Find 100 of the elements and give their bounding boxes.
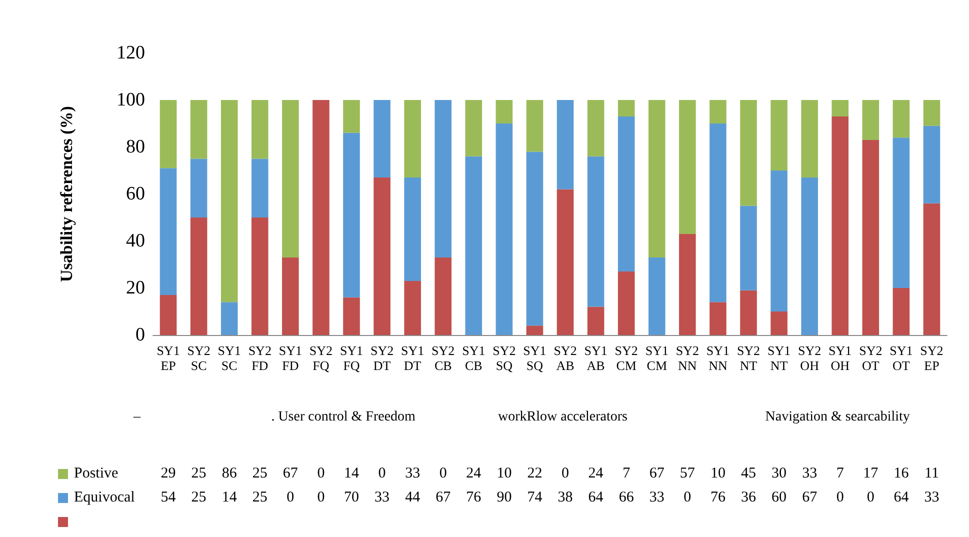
bar (190, 158, 208, 218)
bar (801, 100, 818, 178)
bar (160, 100, 177, 168)
data-label: 33 (649, 490, 664, 506)
x-tick-label: SY1 SQ (523, 343, 546, 373)
data-label: 11 (924, 466, 939, 482)
bar (496, 100, 513, 124)
data-label: 0 (317, 466, 325, 482)
bar (832, 100, 849, 116)
bar (251, 100, 268, 159)
data-label: 67 (649, 466, 665, 482)
bar (282, 257, 299, 335)
bar (434, 100, 452, 258)
bar (404, 280, 421, 335)
data-label: 25 (191, 490, 206, 506)
bar (892, 138, 910, 288)
x-tick-label: SY1 EP (156, 343, 180, 373)
data-label: 67 (436, 490, 452, 506)
data-label: 24 (466, 466, 482, 482)
x-tick-label: SY2 SQ (492, 343, 516, 373)
bar (556, 100, 574, 190)
bar (710, 302, 726, 335)
data-label: 76 (710, 490, 726, 506)
bar (526, 326, 544, 335)
data-label: 10 (710, 466, 726, 482)
bar (343, 100, 360, 133)
data-label: 67 (802, 490, 818, 506)
bar (587, 156, 604, 307)
data-label: 54 (160, 490, 176, 506)
data-label: 14 (222, 490, 238, 506)
bar (496, 124, 513, 335)
data-label: 14 (344, 466, 360, 482)
bar (251, 158, 268, 218)
bar (618, 100, 635, 116)
y-tick-label: 60 (126, 184, 145, 204)
data-label: 36 (741, 490, 756, 506)
x-tick-label: SY2 FQ (309, 343, 333, 373)
bar (770, 312, 788, 335)
data-label: 33 (802, 466, 818, 482)
bar (374, 178, 390, 335)
text: – (132, 410, 142, 424)
data-label: 33 (405, 466, 420, 482)
x-tick-label: SY2 CB (432, 343, 455, 373)
x-tick-label: SY1 FQ (340, 343, 364, 373)
bar (312, 100, 330, 335)
data-label: 17 (863, 466, 879, 482)
text: . User control & Freedom (271, 410, 416, 424)
data-label: 90 (496, 490, 512, 506)
x-tick-label: SY2 OH (798, 343, 822, 373)
x-tick-label: SY1 SC (218, 343, 241, 373)
bar (587, 306, 604, 335)
x-tick-label: SY1 OT (890, 343, 913, 373)
bar (434, 257, 452, 335)
x-tick-label: SY2 SC (187, 343, 210, 373)
bar (343, 297, 360, 335)
data-label: 7 (836, 466, 844, 482)
y-axis-title: Usability references (%) (57, 106, 76, 282)
data-label: 57 (680, 466, 696, 482)
data-label: 86 (222, 466, 238, 482)
data-label: 74 (527, 490, 543, 506)
data-label: 67 (282, 466, 298, 482)
bar (160, 295, 177, 335)
x-tick-label: SY1 CM (645, 343, 668, 373)
bar (679, 234, 696, 335)
data-label: 25 (191, 466, 206, 482)
y-tick-label: 120 (116, 42, 145, 64)
x-tick-label: SY1 CB (462, 343, 486, 373)
bar (923, 203, 940, 335)
bar (679, 100, 696, 234)
data-label: 38 (558, 490, 573, 506)
data-label: 0 (439, 466, 447, 482)
x-tick-label: SY1 FD (278, 343, 302, 373)
bar (618, 272, 635, 335)
bar (251, 218, 268, 335)
legend-label: Equivocal (74, 490, 135, 506)
y-tick-label: 100 (116, 90, 145, 110)
data-label: 0 (286, 490, 294, 506)
data-label: 24 (588, 466, 604, 482)
bar (190, 100, 208, 159)
data-label: 0 (684, 490, 692, 506)
bar (343, 132, 360, 298)
bar (587, 100, 604, 156)
bar (374, 100, 390, 178)
data-label: 7 (622, 466, 631, 482)
x-tick-label: SY2 DT (370, 343, 394, 373)
bar (832, 116, 849, 335)
bar (740, 100, 757, 206)
bar (648, 257, 666, 335)
x-tick-label: SY2 FD (248, 343, 272, 373)
bar (465, 100, 482, 156)
data-label: 16 (894, 466, 910, 482)
bar (282, 100, 299, 258)
data-label: 0 (836, 490, 844, 506)
y-tick-label: 20 (126, 278, 145, 298)
x-tick-label: SY1 NN (706, 343, 730, 373)
x-tick-label: SY1 OH (828, 343, 852, 373)
data-label: 22 (527, 466, 542, 482)
bar (740, 290, 757, 335)
data-label: 29 (160, 466, 176, 482)
data-label: 64 (894, 490, 910, 506)
